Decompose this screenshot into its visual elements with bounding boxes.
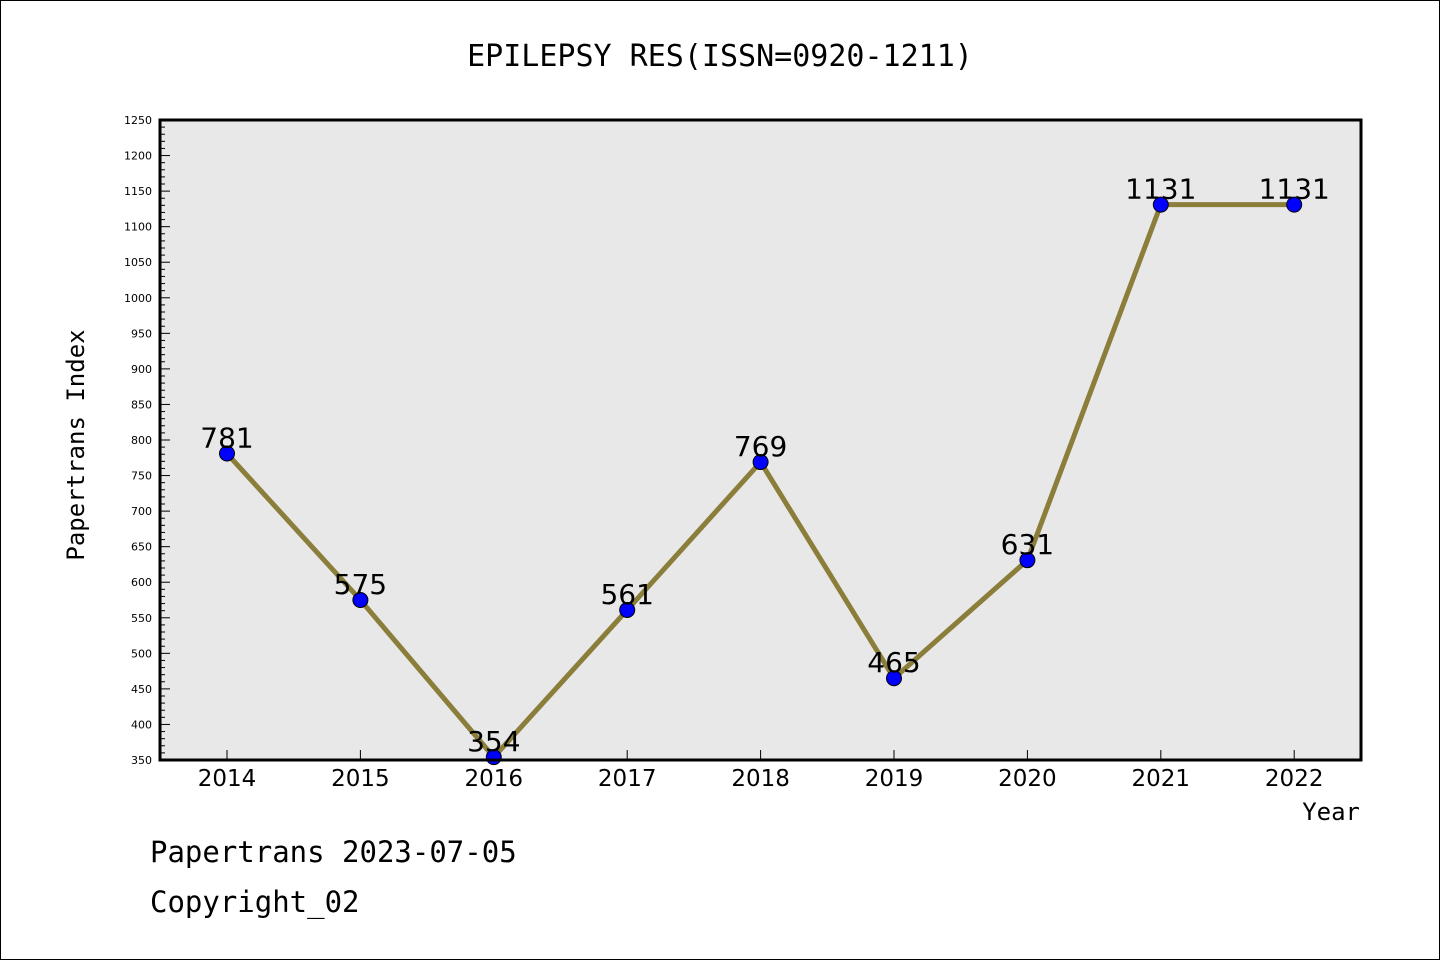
y-tick-label: 550 xyxy=(131,612,152,625)
x-tick-label: 2015 xyxy=(331,766,390,792)
y-tick-label: 1200 xyxy=(124,150,152,163)
data-label: 465 xyxy=(867,646,920,679)
y-tick-label: 900 xyxy=(131,363,152,376)
y-tick-label: 600 xyxy=(131,576,152,589)
data-point xyxy=(1019,552,1036,569)
y-tick-label: 650 xyxy=(131,541,152,554)
data-label: 561 xyxy=(600,578,653,611)
data-label: 631 xyxy=(1001,528,1054,561)
y-tick-label: 1100 xyxy=(124,221,152,234)
y-tick-label: 750 xyxy=(131,470,152,483)
x-tick-label: 2020 xyxy=(998,766,1057,792)
series-layer: 781 575 354 561 769 465 631 1131 1131 xyxy=(200,173,1330,766)
data-label: 769 xyxy=(734,430,787,463)
data-label: 575 xyxy=(334,568,387,601)
x-tick-label: 2014 xyxy=(198,766,257,792)
x-tick-label: 2021 xyxy=(1132,766,1191,792)
x-tick-label: 2022 xyxy=(1265,766,1324,792)
x-axis-label: Year xyxy=(1302,798,1360,826)
x-axis: 2014 2015 2016 2017 2018 2019 2020 2021 2022 xyxy=(198,750,1324,792)
y-tick-label: 350 xyxy=(131,754,152,767)
footer-copyright: Copyright_02 xyxy=(150,885,360,919)
chart-title: EPILEPSY RES(ISSN=0920-1211) xyxy=(467,39,973,74)
y-tick-label: 1250 xyxy=(124,114,152,127)
data-label: 354 xyxy=(467,725,520,758)
data-point xyxy=(886,670,902,687)
data-label: 781 xyxy=(200,422,253,455)
y-tick-label: 500 xyxy=(131,647,152,660)
data-point xyxy=(219,445,235,462)
y-tick-label: 1050 xyxy=(124,256,152,269)
data-point xyxy=(352,592,369,608)
y-tick-label: 1150 xyxy=(124,185,152,198)
y-axis: 350 400 450 500 550 600 650 700 750 800 850 900 950 1… xyxy=(124,114,170,767)
y-tick-label: 400 xyxy=(131,718,152,731)
x-tick-label: 2017 xyxy=(598,766,657,792)
plot-border xyxy=(158,118,1363,762)
y-tick-label: 800 xyxy=(131,434,152,447)
y-tick-label: 1000 xyxy=(124,292,152,305)
data-point xyxy=(752,454,769,471)
x-tick-label: 2018 xyxy=(731,766,790,792)
plot-area xyxy=(160,120,1361,760)
y-tick-label: 950 xyxy=(131,327,152,340)
y-axis-label: Papertrans Index xyxy=(62,329,90,560)
data-point xyxy=(1152,196,1169,213)
footer-date: Papertrans 2023-07-05 xyxy=(150,835,517,869)
y-tick-label: 700 xyxy=(131,505,152,518)
data-point xyxy=(1286,196,1303,213)
data-label: 1131 xyxy=(1125,173,1196,206)
x-tick-label: 2016 xyxy=(465,766,524,792)
y-tick-label: 450 xyxy=(131,683,152,696)
data-label: 1131 xyxy=(1259,173,1330,206)
data-point xyxy=(619,601,636,618)
x-tick-label: 2019 xyxy=(865,766,924,792)
y-tick-label: 850 xyxy=(131,398,152,411)
